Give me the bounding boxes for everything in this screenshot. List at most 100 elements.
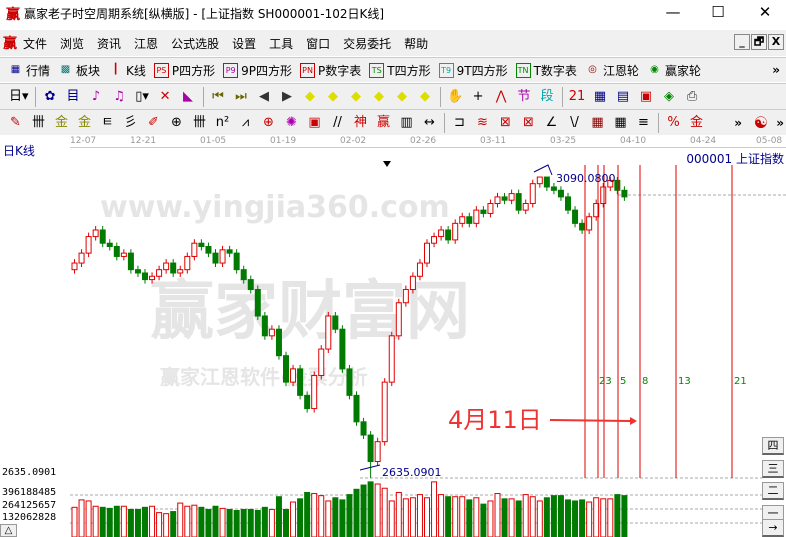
segment-icon[interactable]: 段 — [540, 88, 554, 104]
chart-side-button[interactable]: → — [762, 519, 784, 537]
circle-grid-icon[interactable]: ⊕ — [171, 114, 182, 130]
volume-bar — [163, 513, 170, 537]
toolbar-button[interactable]: ◉ 赢家轮 — [647, 62, 701, 79]
menu-item[interactable]: 窗口 — [306, 36, 331, 51]
minimize-button[interactable]: — — [665, 3, 681, 21]
expand-button[interactable]: △ — [0, 524, 17, 537]
close-button[interactable]: ✕ — [758, 3, 772, 21]
menu-item[interactable]: 江恩 — [134, 36, 159, 51]
print-icon[interactable]: ⎙ — [686, 88, 698, 104]
calculator-icon[interactable]: ▦ — [593, 88, 607, 104]
kline-chart[interactable]: 日K线 12-07 12-21 01-05 01-19 02-02 02-26 03-11 0… — [0, 135, 786, 537]
notes-icon[interactable]: ▤ — [616, 88, 630, 104]
mdi-minimize-button[interactable]: _ — [734, 34, 750, 50]
diamond-x-icon[interactable]: ◆ — [374, 88, 385, 104]
calendar-icon[interactable]: 21 — [568, 88, 586, 104]
grid2-icon[interactable]: ▦ — [591, 114, 604, 130]
diamond-left-icon[interactable]: ◆ — [305, 88, 316, 104]
hash2-icon[interactable]: 卌 — [192, 114, 206, 130]
volume-bar — [332, 497, 339, 537]
drawing-more-button[interactable]: » — [734, 115, 742, 130]
cycle-icon[interactable]: ✕ — [159, 88, 171, 104]
grid-fan-icon[interactable]: ⊠ — [523, 114, 534, 130]
toolbar-button[interactable]: TN T数字表 — [515, 62, 577, 79]
menu-item[interactable]: 交易委托 — [343, 36, 392, 51]
stack-icon[interactable]: ◈ — [664, 88, 675, 104]
brush-icon[interactable]: ✐ — [148, 114, 159, 130]
day-period-icon[interactable]: 日▾ — [9, 88, 29, 104]
pen-icon[interactable]: ✎ — [10, 114, 21, 130]
crosshair-icon[interactable]: + — [472, 88, 484, 104]
diamond-v-icon[interactable]: ◆ — [397, 88, 408, 104]
candle-type-icon[interactable]: ▯▾ — [135, 88, 149, 104]
gold2-icon[interactable]: 金 — [77, 114, 91, 130]
slash-icon[interactable]: // — [333, 114, 342, 130]
square-icon[interactable]: ⊠ — [500, 114, 511, 130]
fan-lines-icon[interactable]: ≋ — [477, 114, 488, 130]
toolbar-button[interactable]: ▩ 板块 — [58, 62, 100, 79]
menu-item[interactable]: 帮助 — [404, 36, 429, 51]
f-icon[interactable]: ㅌ — [101, 114, 114, 130]
cycle-label: 21 — [734, 376, 747, 387]
angle-icon[interactable]: ∠ — [545, 114, 558, 130]
menu-item[interactable]: 工具 — [269, 36, 294, 51]
toolbar-button[interactable]: PS P四方形 — [153, 62, 215, 79]
chart-side-button[interactable]: 三 — [762, 460, 784, 478]
percent-icon[interactable]: % — [667, 114, 680, 130]
drawing-more2-button[interactable]: » — [776, 115, 784, 130]
mdi-close-button[interactable]: X — [768, 34, 784, 50]
yinyang-icon[interactable]: ☯ — [753, 113, 768, 132]
toolbar-button[interactable]: ◎ 江恩轮 — [585, 62, 639, 79]
first-icon[interactable]: ⏮ — [212, 88, 224, 104]
node-icon[interactable]: 节 — [517, 88, 531, 104]
prev-icon[interactable]: ◀ — [259, 88, 270, 104]
toolbar-button[interactable]: P9 9P四方形 — [223, 62, 292, 79]
menu-item[interactable]: 浏览 — [60, 36, 85, 51]
ying-icon[interactable]: 赢 — [376, 114, 390, 130]
box-icon[interactable]: ▣ — [308, 114, 321, 130]
menu-item[interactable]: 文件 — [23, 36, 48, 51]
line-icon[interactable]: ⋀ — [495, 88, 507, 104]
toolbar-button[interactable]: ┃ K线 — [108, 62, 146, 79]
toolbar-button[interactable]: PN P数字表 — [300, 62, 361, 79]
mdi-restore-button[interactable]: 🗗 — [751, 34, 767, 50]
save-icon[interactable]: ▣ — [639, 88, 653, 104]
ruler-icon[interactable]: ▥ — [400, 114, 413, 130]
toolbar-button[interactable]: ▦ 行情 — [8, 62, 50, 79]
toolbar-more-button[interactable]: » — [772, 63, 780, 77]
menu-item[interactable]: 设置 — [232, 36, 257, 51]
window-icon[interactable]: ✿ — [44, 88, 56, 104]
toolbar-button[interactable]: TS T四方形 — [369, 62, 431, 79]
gold1-icon[interactable]: 金 — [54, 114, 68, 130]
menu-item[interactable]: 资讯 — [97, 36, 122, 51]
hand-icon[interactable]: ✋ — [446, 88, 464, 104]
maximize-button[interactable]: ☐ — [711, 3, 725, 21]
hatch-icon[interactable]: ≡ — [638, 114, 649, 130]
jin-icon[interactable]: 金 — [689, 114, 703, 130]
flag-icon[interactable]: ◣ — [183, 88, 194, 104]
diamond-right-icon[interactable]: ◆ — [328, 88, 339, 104]
chart-side-button[interactable]: 二 — [762, 482, 784, 500]
vv-icon[interactable]: \/ — [570, 114, 579, 130]
width-icon[interactable]: ↔ — [424, 114, 435, 130]
diamond-plus-icon[interactable]: ◆ — [420, 88, 431, 104]
toolbar-button[interactable]: T9 9T四方形 — [438, 62, 508, 79]
hash-icon[interactable]: 卌 — [31, 114, 45, 130]
fan-icon[interactable]: ⩘ — [241, 114, 250, 130]
grid3-icon[interactable]: ▦ — [614, 114, 627, 130]
last-icon[interactable]: ⏭ — [235, 88, 247, 104]
next-icon[interactable]: ▶ — [282, 88, 293, 104]
bracket-icon[interactable]: ⊐ — [454, 114, 465, 130]
target-icon[interactable]: ⊕ — [263, 114, 274, 130]
spiral-icon[interactable]: 彡 — [123, 114, 137, 130]
volume-bar — [473, 497, 480, 537]
diamond-h-icon[interactable]: ◆ — [351, 88, 362, 104]
menu-item[interactable]: 公式选股 — [171, 36, 220, 51]
shen-icon[interactable]: 神 — [353, 114, 367, 130]
n2-icon[interactable]: n² — [215, 114, 230, 130]
star-icon[interactable]: ✺ — [286, 114, 297, 130]
chart-side-button[interactable]: 四 — [762, 437, 784, 455]
list-icon[interactable]: 目 — [66, 88, 80, 104]
step9-icon[interactable]: ♫ — [113, 88, 125, 104]
step3-icon[interactable]: ♪ — [91, 88, 101, 104]
